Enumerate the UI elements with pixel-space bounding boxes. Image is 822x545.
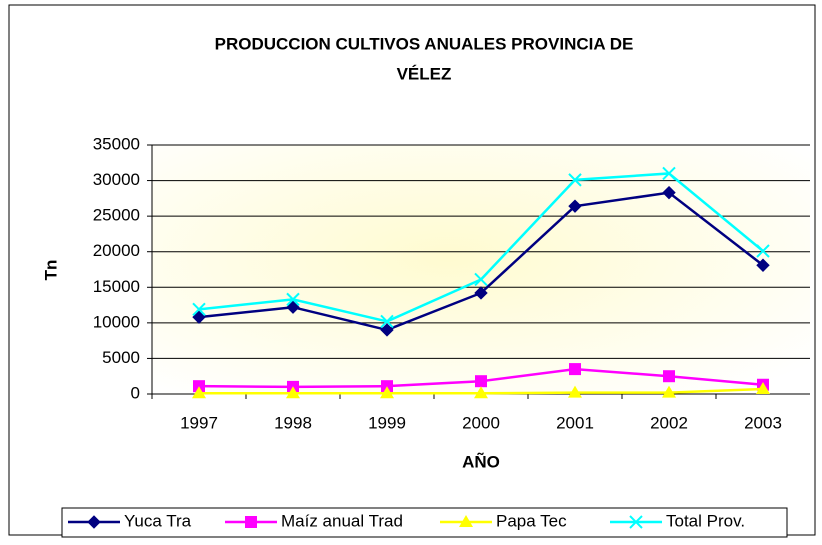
y-tick-label: 15000 xyxy=(93,277,140,296)
legend-label: Maíz anual Trad xyxy=(281,511,403,530)
data-point xyxy=(662,385,676,398)
data-point xyxy=(662,166,676,181)
data-point xyxy=(475,375,487,388)
legend-marker xyxy=(87,515,101,529)
y-tick-label: 10000 xyxy=(93,312,140,331)
data-point xyxy=(662,185,676,200)
y-tick-label: 0 xyxy=(131,383,140,402)
data-point xyxy=(756,244,770,258)
x-tick-label: 1998 xyxy=(274,413,312,432)
data-point xyxy=(381,380,393,393)
legend-marker xyxy=(459,515,473,527)
x-tick-label: 2002 xyxy=(650,413,688,432)
data-point xyxy=(192,310,206,324)
y-tick-label: 5000 xyxy=(102,348,140,367)
y-tick-label: 30000 xyxy=(93,170,140,189)
legend-label: Papa Tec xyxy=(496,511,567,530)
plot-area xyxy=(152,145,810,394)
data-point xyxy=(380,314,394,329)
legend-marker xyxy=(629,515,643,529)
data-point xyxy=(193,380,205,393)
legend-marker xyxy=(245,516,257,528)
data-point xyxy=(380,386,394,399)
data-point xyxy=(568,199,582,213)
data-point xyxy=(286,292,300,307)
x-tick-label: 1997 xyxy=(180,413,218,432)
data-point xyxy=(474,386,488,399)
legend-label: Yuca Tra xyxy=(124,511,192,530)
data-point xyxy=(286,386,300,399)
chart-title: PRODUCCION CULTIVOS ANUALES PROVINCIA DE xyxy=(215,34,634,53)
x-axis-label: AÑO xyxy=(462,451,500,471)
x-tick-label: 2000 xyxy=(462,413,500,432)
data-point xyxy=(474,272,488,287)
y-tick-label: 25000 xyxy=(93,206,140,225)
data-point xyxy=(663,370,675,383)
y-axis-label: Tn xyxy=(41,260,60,281)
legend xyxy=(61,507,788,538)
data-point xyxy=(569,363,581,376)
data-point xyxy=(286,300,300,314)
data-point xyxy=(380,323,394,337)
data-point xyxy=(756,382,770,395)
y-tick-label: 35000 xyxy=(93,134,140,153)
legend-label: Total Prov. xyxy=(666,511,745,530)
data-point xyxy=(568,173,582,187)
x-tick-label: 2003 xyxy=(744,413,782,432)
chart-title: VÉLEZ xyxy=(397,64,452,83)
data-point xyxy=(568,385,582,398)
data-point xyxy=(192,386,206,399)
y-tick-label: 20000 xyxy=(93,241,140,260)
data-point xyxy=(192,302,206,317)
data-point xyxy=(756,258,770,272)
data-point xyxy=(474,286,488,300)
x-tick-label: 1999 xyxy=(368,413,406,432)
x-tick-label: 2001 xyxy=(556,413,594,432)
